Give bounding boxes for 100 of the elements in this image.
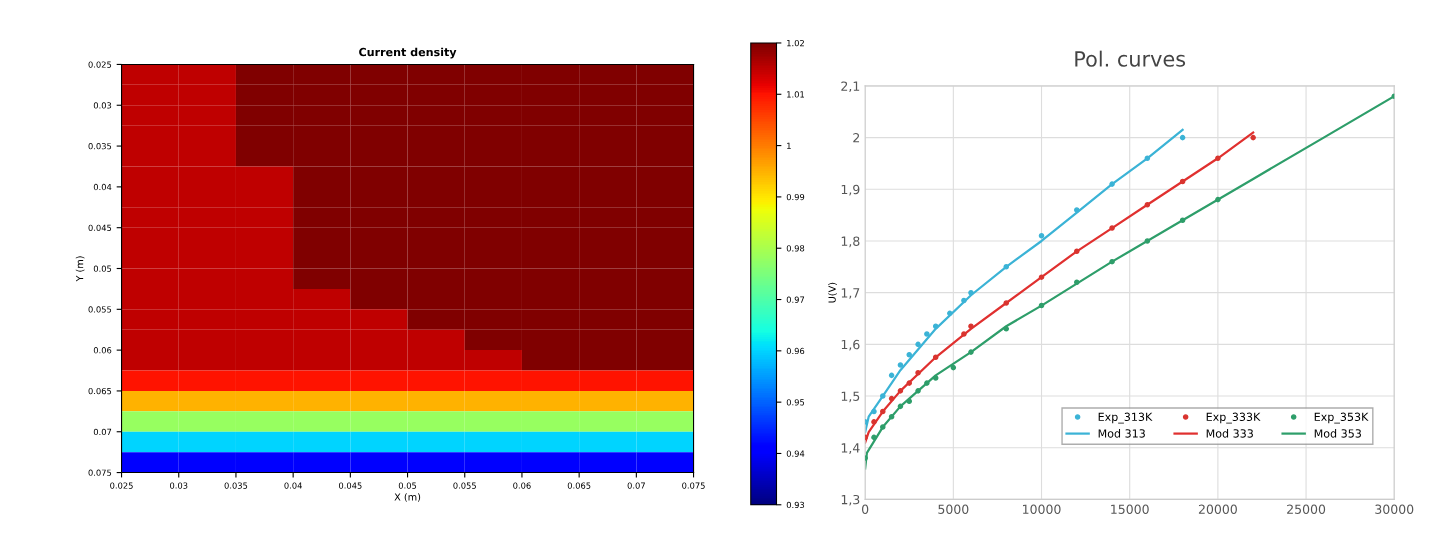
x-tick-label: 15000: [1111, 504, 1149, 514]
y-tick-label: 1,3: [841, 494, 860, 506]
x-tick-label: 0.07: [627, 482, 645, 489]
point: [880, 424, 886, 430]
y-tick-label: 0.035: [88, 143, 112, 150]
y-tick-label: 2,1: [841, 81, 860, 93]
point: [961, 297, 967, 304]
x-tick-label: 0.04: [284, 482, 302, 489]
y-tick-label: 0.06: [93, 347, 112, 354]
point: [871, 434, 877, 441]
color-bar-label: 0.97: [786, 296, 805, 303]
point: [880, 393, 886, 399]
point: [932, 323, 939, 330]
x-tick-label: 20000: [1198, 504, 1237, 514]
point: [1074, 248, 1080, 255]
y-tick-label: 1,9: [841, 184, 860, 196]
point: [924, 331, 930, 337]
y-tick-label: 0.055: [88, 306, 112, 313]
point: [880, 408, 886, 415]
x-axis-title: X (m): [394, 493, 421, 502]
point: [924, 380, 930, 386]
point: [968, 323, 974, 330]
point: [1179, 178, 1186, 185]
point: [1003, 300, 1010, 306]
legend-label: Mod 333: [1206, 429, 1253, 438]
legend-label: Exp_333K: [1206, 412, 1261, 424]
chart-title: Pol. curves: [1075, 50, 1186, 67]
point: [1074, 207, 1080, 213]
point: [897, 388, 904, 394]
y-axis-title: U(V): [828, 282, 837, 303]
point: [888, 395, 895, 402]
point: [1215, 196, 1221, 203]
point: [1109, 225, 1115, 231]
point: [968, 349, 974, 355]
x-tick-label: 10000: [1023, 504, 1061, 514]
point: [1144, 238, 1151, 244]
point: [1003, 264, 1010, 270]
y-axis-title: Y (m): [75, 256, 85, 282]
x-tick-label: 0.045: [338, 482, 362, 489]
point: [871, 408, 877, 415]
color-bar-label: 0.95: [786, 399, 805, 406]
point: [1003, 326, 1010, 332]
x-tick-label: 25000: [1287, 504, 1326, 514]
point: [932, 375, 939, 381]
point: [947, 310, 953, 317]
x-tick-label: 0.06: [513, 482, 531, 489]
y-tick-label: 1,8: [841, 236, 860, 248]
y-tick-label: 0.045: [88, 224, 112, 231]
point: [915, 370, 921, 376]
x-tick-label: 0: [862, 504, 869, 514]
x-tick-label: 0.065: [567, 482, 591, 489]
point: [1179, 134, 1186, 141]
x-tick-label: 0.05: [398, 482, 417, 489]
y-tick-label: 1,5: [841, 391, 860, 403]
legend-label: Exp_353K: [1314, 412, 1369, 424]
legend-label: Mod 353: [1314, 429, 1361, 438]
color-bar-label: 0.99: [786, 193, 805, 201]
point: [897, 403, 904, 410]
color-bar-label: 1: [787, 142, 791, 149]
color-bar-label: 1.02: [787, 39, 804, 47]
point: [1038, 302, 1045, 309]
point: [888, 413, 895, 420]
point: [1250, 134, 1256, 141]
point: [932, 354, 939, 361]
x-tick-label: 0.075: [682, 482, 705, 489]
point: [906, 380, 913, 386]
y-tick-label: 0.07: [93, 428, 112, 436]
point: [1038, 274, 1045, 280]
legend-label: Mod 313: [1098, 429, 1145, 438]
color-bar-label: 0.93: [786, 501, 805, 509]
y-tick-label: 2: [853, 133, 860, 143]
point: [1144, 155, 1151, 162]
color-bar-label: 1.01: [787, 91, 804, 98]
color-bar-label: 0.94: [786, 450, 805, 457]
x-tick-label: 5000: [938, 504, 969, 514]
chart-title: Current density: [359, 47, 457, 59]
point: [961, 331, 967, 337]
color-bar-label: 0.96: [786, 347, 805, 355]
y-tick-label: 0.025: [88, 61, 112, 68]
point: [1038, 233, 1045, 239]
y-tick-label: 0.05: [93, 265, 112, 272]
point: [897, 362, 904, 368]
y-tick-label: 1,6: [841, 339, 860, 351]
y-tick-label: 1,4: [841, 443, 860, 454]
point: [1144, 202, 1151, 208]
point: [1215, 155, 1221, 162]
point: [1179, 217, 1186, 224]
x-tick-label: 0.025: [110, 482, 133, 489]
y-tick-label: 0.03: [93, 102, 112, 109]
point: [906, 398, 913, 404]
y-tick-label: 1,7: [841, 288, 860, 299]
point: [915, 388, 921, 394]
point: [871, 419, 877, 425]
y-tick-label: 0.075: [88, 469, 112, 476]
color-bar-label: 0.98: [786, 245, 805, 252]
point: [906, 351, 913, 358]
point: [1109, 181, 1115, 187]
y-tick-label: 0.04: [93, 183, 112, 191]
legend-label: Exp_313K: [1098, 412, 1153, 424]
point: [950, 364, 957, 371]
